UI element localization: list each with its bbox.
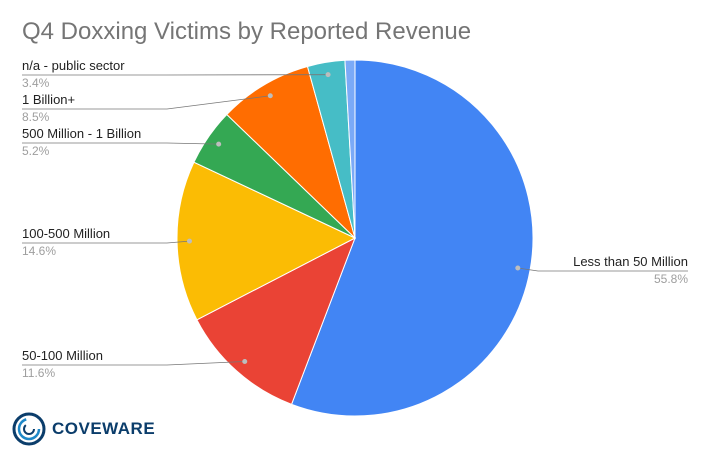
leader-dot [186,238,192,244]
leader-line [517,267,688,272]
pie-slice [226,65,356,240]
pie-slice [176,161,357,321]
coveware-swirl-icon [12,412,46,446]
pie-slice [196,236,356,405]
slice-label: 100-500 Million [22,226,110,241]
leader-dot [267,93,273,99]
slice-percent-label: 11.6% [22,366,55,380]
slice-percent-label: 5.2% [22,144,50,158]
leader-dot [242,358,248,364]
chart-title: Q4 Doxxing Victims by Reported Revenue [22,18,472,45]
slice-label: Less than 50 Million [573,254,688,269]
leader-dot [515,265,521,271]
slice-label: 50-100 Million [22,348,103,363]
slice-percent-label: 55.8% [654,272,688,286]
slice-percent-label: 8.5% [22,110,50,124]
slice-label: n/a - public sector [22,58,125,73]
pie-slice [344,59,356,239]
leader-line [22,142,219,145]
leader-dot [325,72,331,78]
leader-line [22,240,190,244]
slice-label: 500 Million - 1 Billion [22,126,141,141]
slice-label: 1 Billion+ [22,92,75,107]
leader-line [22,95,271,110]
slice-percent-label: 3.4% [22,76,50,90]
leader-line [22,361,245,366]
slice-percent-label: 14.6% [22,244,56,258]
leader-dot [216,141,222,147]
coveware-logo: COVEWARE [12,412,155,446]
coveware-logo-text: COVEWARE [52,419,156,438]
pie-slice [290,59,534,417]
